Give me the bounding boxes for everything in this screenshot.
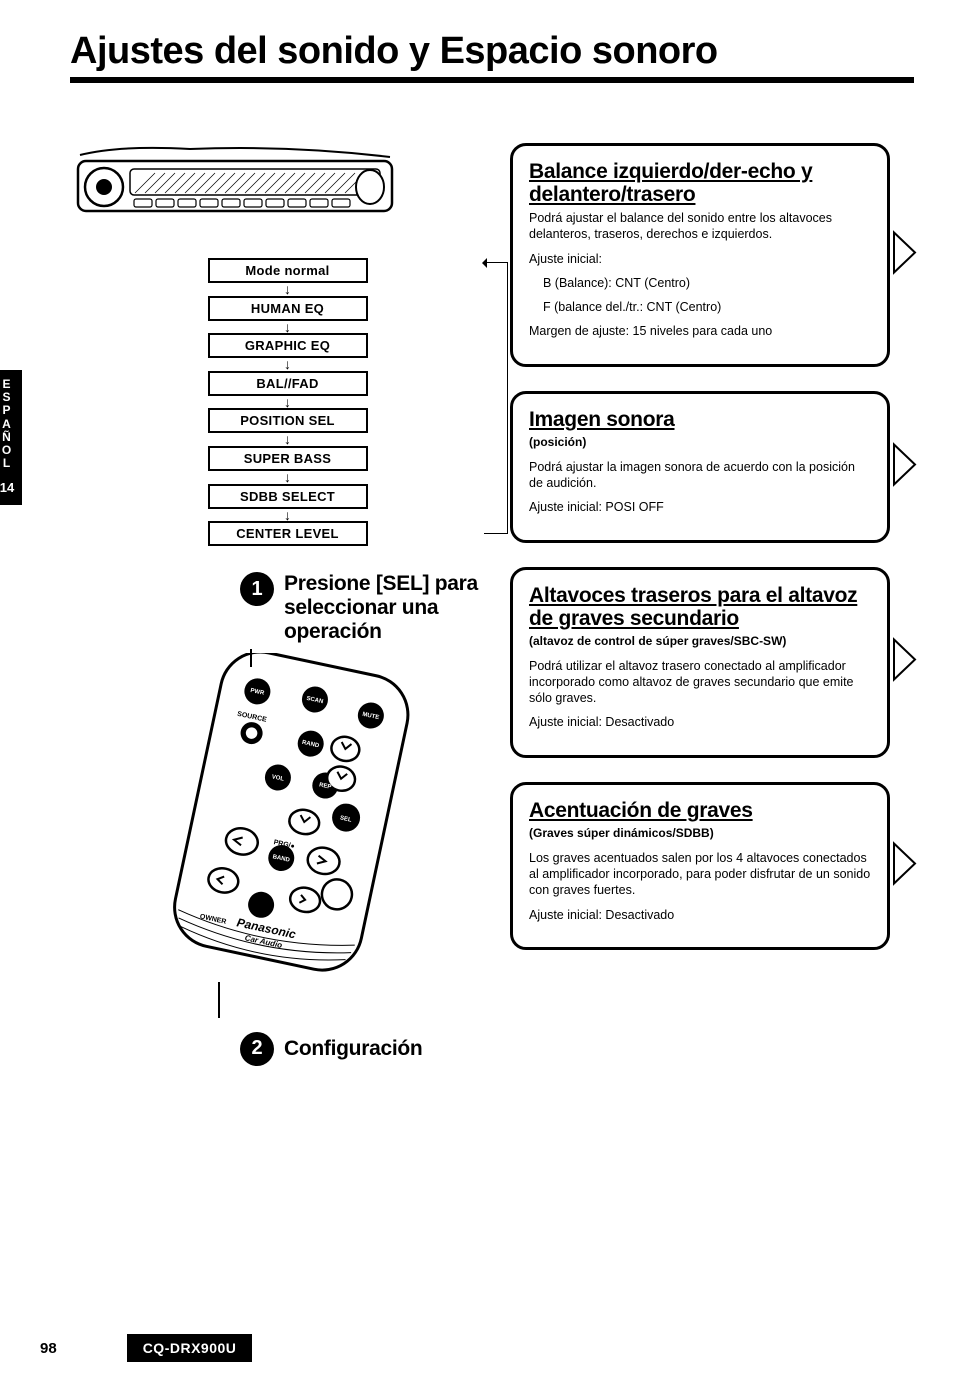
panel-body-line: Ajuste inicial: Desactivado bbox=[529, 714, 871, 730]
panel-title: Acentuación de graves bbox=[529, 799, 871, 822]
continue-arrow-icon bbox=[891, 441, 921, 492]
panel-body-line: F (balance del./tr.: CNT (Centro) bbox=[543, 299, 871, 315]
panel-title: Imagen sonora bbox=[529, 408, 871, 431]
panel-body-line: Podrá ajustar el balance del sonido entr… bbox=[529, 210, 871, 243]
step-number-badge: 2 bbox=[240, 1032, 274, 1066]
panel-body: Podrá utilizar el altavoz trasero conect… bbox=[529, 658, 871, 731]
info-panel: Acentuación de graves (Graves súper dinám… bbox=[510, 782, 890, 950]
step-1: 1 Presione [SEL] para seleccionar una op… bbox=[240, 572, 480, 644]
panel-subtitle: (posición) bbox=[529, 435, 871, 449]
flow-item: POSITION SEL bbox=[208, 408, 368, 433]
flow-item: Mode normal bbox=[208, 258, 368, 283]
panel-subtitle: (Graves súper dinámicos/SDBB) bbox=[529, 826, 871, 840]
panel-subtitle: (altavoz de control de súper graves/SBC-… bbox=[529, 634, 871, 648]
step-2-text: Configuración bbox=[284, 1037, 422, 1061]
panel-body-line: Ajuste inicial: POSI OFF bbox=[529, 499, 871, 515]
flow-return-arrow bbox=[484, 262, 508, 534]
flow-item: CENTER LEVEL bbox=[208, 521, 368, 546]
panel-body: Los graves acentuados salen por los 4 al… bbox=[529, 850, 871, 923]
panel-body-line: Ajuste inicial: bbox=[529, 251, 871, 267]
panel-body: Podrá ajustar el balance del sonido entr… bbox=[529, 210, 871, 340]
panel-body-line: Los graves acentuados salen por los 4 al… bbox=[529, 850, 871, 899]
page-footer: 98 CQ-DRX900U bbox=[40, 1334, 252, 1362]
flow-item: GRAPHIC EQ bbox=[208, 333, 368, 358]
panel-body-line: Podrá ajustar la imagen sonora de acuerd… bbox=[529, 459, 871, 492]
mode-flow-diagram: Mode normal ↓ HUMAN EQ ↓ GRAPHIC EQ ↓ BA… bbox=[95, 258, 480, 546]
side-tab-section-number: 14 bbox=[0, 478, 22, 497]
info-panel: Balance izquierdo/der-echo y delantero/t… bbox=[510, 143, 890, 367]
info-panel: Altavoces traseros para el altavoz de gr… bbox=[510, 567, 890, 758]
step-2: 2 Configuración bbox=[240, 1032, 480, 1066]
panel-body-line: B (Balance): CNT (Centro) bbox=[543, 275, 871, 291]
panel-body-line: Ajuste inicial: Desactivado bbox=[529, 907, 871, 923]
side-language-tab: ESPAÑOL 14 bbox=[0, 370, 22, 505]
title-underline bbox=[70, 77, 914, 83]
panel-title: Altavoces traseros para el altavoz de gr… bbox=[529, 584, 871, 630]
page-number: 98 bbox=[40, 1340, 57, 1357]
continue-arrow-icon bbox=[891, 637, 921, 688]
panel-body-line: Margen de ajuste: 15 niveles para cada u… bbox=[529, 323, 871, 339]
continue-arrow-icon bbox=[891, 229, 921, 280]
step-number-badge: 1 bbox=[240, 572, 274, 606]
info-panel: Imagen sonora (posición) Podrá ajustar la … bbox=[510, 391, 890, 543]
head-unit-illustration bbox=[70, 143, 480, 238]
flow-item: BAL//FAD bbox=[208, 371, 368, 396]
step-1-text: Presione [SEL] para seleccionar una oper… bbox=[284, 572, 480, 644]
flow-item: SUPER BASS bbox=[208, 446, 368, 471]
continue-arrow-icon bbox=[891, 840, 921, 891]
panel-body-line: Podrá utilizar el altavoz trasero conect… bbox=[529, 658, 871, 707]
page-title: Ajustes del sonido y Espacio sonoro bbox=[70, 30, 914, 73]
remote-illustration: PWR SCAN MUTE RAND VOL REP SEL BAND DISP… bbox=[140, 653, 480, 988]
flow-item: SDBB SELECT bbox=[208, 484, 368, 509]
side-tab-language: ESPAÑOL bbox=[0, 378, 22, 470]
panel-body: Podrá ajustar la imagen sonora de acuerd… bbox=[529, 459, 871, 516]
panel-title: Balance izquierdo/der-echo y delantero/t… bbox=[529, 160, 871, 206]
model-badge: CQ-DRX900U bbox=[127, 1334, 253, 1362]
flow-item: HUMAN EQ bbox=[208, 296, 368, 321]
